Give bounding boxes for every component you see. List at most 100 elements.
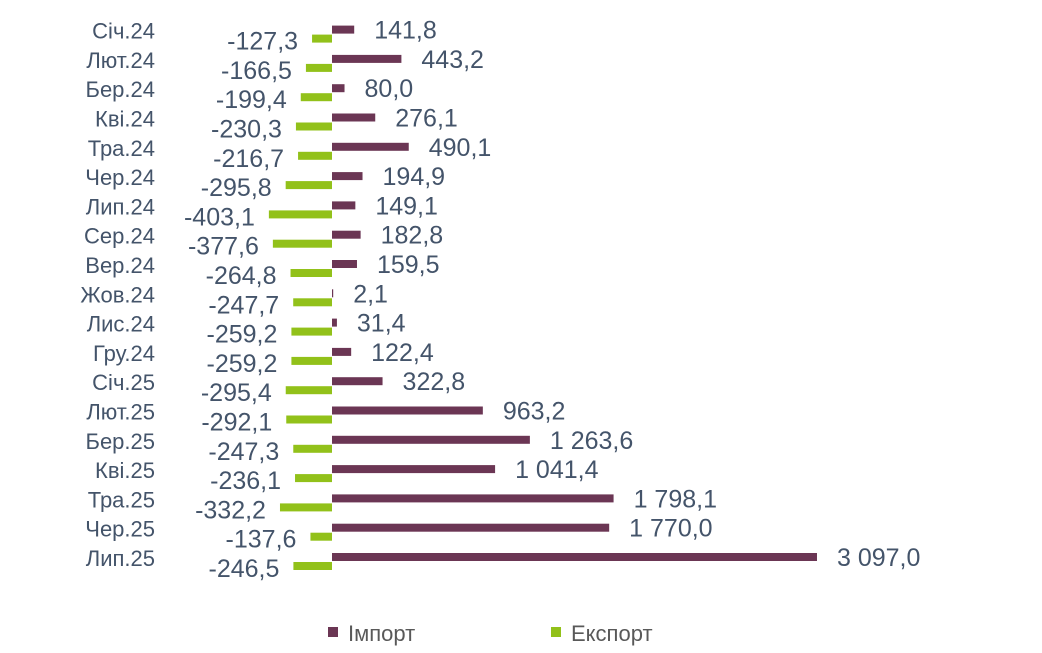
- category-label: Жов.24: [80, 282, 155, 307]
- data-label-export: -127,3: [227, 28, 298, 56]
- data-label-import: 194,9: [383, 163, 446, 191]
- category-label: Лют.25: [86, 400, 155, 425]
- bar-import: [332, 260, 357, 268]
- data-label-import: 182,8: [381, 222, 444, 250]
- bar-import: [332, 347, 352, 356]
- data-label-import: 80,0: [365, 75, 414, 103]
- data-label-import: 963,2: [503, 398, 566, 426]
- category-label: Кві.24: [95, 107, 155, 132]
- data-label-import: 122,4: [371, 339, 434, 367]
- category-label: Вер.24: [85, 253, 155, 278]
- legend-label-import: Імпорт: [348, 621, 415, 646]
- bar-import: [332, 230, 361, 239]
- legend-label-export: Експорт: [571, 621, 653, 646]
- bar-export: [285, 386, 332, 395]
- data-label-export: -259,2: [207, 350, 278, 378]
- bar-import: [332, 201, 356, 210]
- data-label-export: -259,2: [207, 321, 278, 349]
- data-labels: 141,8 -127,3 443,2 -166,5 80,0 -199,4 276,1 -23…: [184, 17, 920, 583]
- data-label-import: 159,5: [377, 251, 440, 279]
- bar-export: [291, 356, 332, 365]
- data-label-export: -247,7: [208, 291, 279, 319]
- category-label: Бер.24: [86, 77, 156, 102]
- bar-import: [332, 113, 376, 122]
- data-label-export: -295,8: [201, 174, 272, 202]
- category-label: Бер.25: [86, 429, 156, 454]
- bar-import: [332, 84, 345, 93]
- category-label: Січ.24: [92, 19, 155, 44]
- data-label-export: -199,4: [216, 86, 287, 114]
- data-label-export: -403,1: [184, 203, 255, 231]
- data-label-export: -247,3: [208, 438, 279, 466]
- category-label: Тра.25: [88, 487, 155, 512]
- bar-import: [332, 142, 409, 151]
- data-label-export: -246,5: [209, 555, 280, 583]
- category-label: Чер.24: [85, 165, 155, 190]
- data-label-import: 31,4: [357, 310, 406, 338]
- bar-import: [332, 465, 496, 474]
- bar-export: [298, 151, 332, 160]
- bar-export: [293, 562, 332, 570]
- data-label-export: -137,6: [226, 526, 297, 554]
- data-label-import: 1 770,0: [629, 515, 712, 543]
- data-label-import: 3 097,0: [837, 544, 920, 572]
- data-label-import: 490,1: [429, 134, 492, 162]
- data-label-export: -264,8: [206, 262, 277, 290]
- data-label-import: 1 798,1: [634, 485, 717, 513]
- data-label-export: -230,3: [211, 116, 282, 144]
- data-label-export: -236,1: [210, 467, 281, 495]
- bar-import: [332, 289, 334, 298]
- bar-export: [293, 444, 332, 453]
- category-label: Лип.25: [86, 546, 155, 571]
- bar-export: [310, 532, 332, 541]
- bar-export: [291, 327, 332, 336]
- category-label: Січ.25: [92, 370, 155, 395]
- data-label-import: 1 041,4: [515, 456, 599, 484]
- data-label-export: -377,6: [188, 233, 259, 261]
- bar-export: [312, 34, 332, 43]
- category-label: Лют.24: [86, 48, 155, 73]
- category-label: Чер.25: [85, 517, 155, 542]
- bar-import: [332, 318, 337, 327]
- bar-export: [285, 181, 332, 190]
- bar-export: [305, 63, 332, 72]
- bar-import: [332, 435, 530, 444]
- data-label-import: 141,8: [374, 17, 437, 45]
- bar-export: [295, 122, 332, 131]
- bar-import: [332, 494, 614, 503]
- data-label-import: 149,1: [375, 192, 438, 220]
- bar-export: [286, 415, 332, 424]
- bar-import: [332, 553, 817, 561]
- bar-import: [332, 25, 355, 34]
- legend: Імпорт Експорт: [328, 621, 653, 646]
- data-label-import: 2,1: [353, 280, 388, 308]
- data-label-export: -292,1: [201, 409, 272, 437]
- bar-import: [332, 406, 483, 415]
- bar-export: [295, 474, 332, 483]
- legend-swatch-export: [551, 627, 561, 637]
- bar-import: [332, 377, 383, 386]
- bar-export: [272, 239, 332, 248]
- category-label: Лип.24: [86, 194, 155, 219]
- data-label-export: -332,2: [195, 496, 266, 524]
- data-label-export: -216,7: [213, 145, 284, 173]
- category-labels: Січ.24 Лют.24 Бер.24 Кві.24 Тра.24 Чер.24 Лип.…: [80, 19, 155, 571]
- bar-export: [293, 298, 332, 307]
- bar-import: [332, 523, 610, 532]
- data-label-export: -166,5: [221, 57, 292, 85]
- category-label: Кві.25: [95, 458, 155, 483]
- data-label-import: 276,1: [395, 105, 458, 133]
- category-label: Тра.24: [88, 136, 155, 161]
- legend-swatch-import: [328, 627, 338, 637]
- category-label: Лис.24: [87, 312, 155, 337]
- data-label-import: 1 263,6: [550, 427, 633, 455]
- category-label: Сер.24: [84, 224, 155, 249]
- bar-import: [332, 172, 363, 181]
- category-label: Гру.24: [93, 341, 155, 366]
- bar-import: [332, 54, 402, 63]
- data-label-import: 322,8: [403, 368, 466, 396]
- bar-export: [268, 210, 332, 219]
- bar-export: [300, 93, 332, 102]
- bars: [268, 25, 817, 570]
